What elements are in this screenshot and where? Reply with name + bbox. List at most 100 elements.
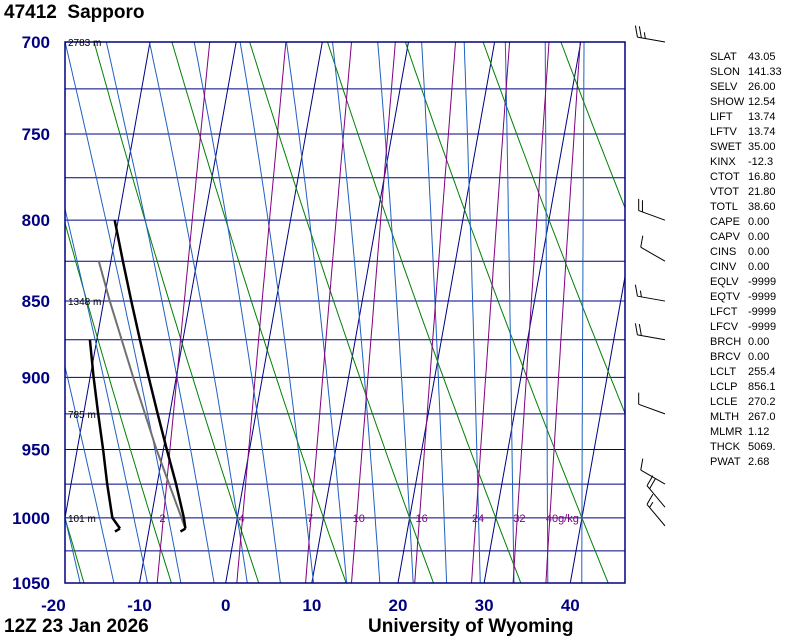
temperature-tick--10: -10 [127,596,152,615]
isotherm-30 [483,42,582,583]
index-row: LIFT 13.74 [710,110,782,125]
mixing-ratio-line-10 [351,42,396,583]
index-name: LFCV [710,321,739,333]
index-value: 16.80 [748,171,776,183]
moist-adiabat--16 [65,364,115,583]
moist-adiabat-12 [286,42,348,583]
wind-barb-flag [638,26,642,38]
mixing-ratio-label-10: 10 [353,513,365,525]
wind-barb-staff [638,210,666,221]
index-name: KINX [710,156,736,168]
temperature-tick-10: 10 [302,596,321,615]
dry-adiabat-40 [404,42,609,583]
index-value: 38.60 [748,201,776,213]
dry-adiabat-30 [327,42,522,583]
mixing-ratio-label-16: 16 [415,513,427,525]
pressure-tick-750: 750 [22,125,50,144]
index-value: -9999 [748,276,777,288]
index-row: THCK 5069. [710,440,782,455]
isotherm--20 [65,42,151,521]
index-name: SHOW [710,96,745,108]
index-name: MLMR [710,426,743,438]
wind-barb [634,25,666,43]
pressure-tick-800: 800 [22,211,50,230]
index-row: SWET 35.00 [710,140,782,155]
index-value: -12.3 [748,156,774,168]
moist-adiabat--4 [105,42,215,583]
index-row: MLMR 1.12 [710,425,782,440]
index-row: EQTV -9999 [710,290,782,305]
wind-barb-staff [646,504,666,527]
moist-adiabat-32 [504,42,515,583]
station-name: Sapporo [67,2,145,23]
index-value: 2.68 [748,456,770,468]
wind-barb [646,475,666,508]
index-name: CINS [710,246,737,258]
index-value: 0.00 [748,231,770,243]
index-value: 35.00 [748,141,776,153]
pressure-tick-900: 900 [22,368,50,387]
index-name: LFCT [710,306,738,318]
index-value: 270.2 [748,396,776,408]
mixing-ratio-label-40: 40g/kg [546,513,579,525]
mixing-ratio-label-24: 24 [472,513,484,525]
index-name: LCLP [710,381,738,393]
wind-barb [634,284,666,302]
wind-barb-flag [640,235,644,248]
height-labels: 2783 m 1348 m 785 m 101 m [68,38,101,525]
index-value: 856.1 [748,381,776,393]
index-name: TOTL [710,201,738,213]
temperature-surface-mark [179,527,187,533]
index-value: 0.00 [748,246,770,258]
temperature-tick-0: 0 [221,596,230,615]
moist-adiabat-4 [193,42,281,583]
wind-barb-staff [637,36,666,43]
wind-barb [634,323,666,341]
pressure-tick-700: 700 [22,33,50,52]
wind-barb [640,458,666,485]
temperature-tick--20: -20 [41,596,66,615]
index-row: SLON 141.33 [710,65,782,80]
wind-barb-half-flag [643,32,646,39]
isotherm-10 [311,42,409,583]
temperature-axis: -20 -10 0 10 20 30 40 [41,596,580,615]
index-row: CINS 0.00 [710,245,782,260]
mixing-ratio-label-32: 32 [513,513,525,525]
temperature-line [113,219,187,529]
index-value: 5069. [748,441,776,453]
index-value: -9999 [748,306,777,318]
index-name: LCLT [710,366,737,378]
index-value: 0.00 [748,261,770,273]
index-row: PWAT 2.68 [710,455,782,470]
wind-barb-half-flag [639,290,642,297]
wind-barb-staff [638,403,666,415]
mixing-ratio-labels: 2 4 7 10 16 24 32 40g/kg [159,513,578,525]
index-value: -9999 [748,321,777,333]
isotherm--30 [0,42,64,583]
index-name: CTOT [710,171,740,183]
temperature-tick-30: 30 [475,596,494,615]
dry-adiabat--10 [65,221,172,583]
temperature-tick-40: 40 [561,596,580,615]
wind-barb-flag [640,458,644,471]
height-label: 1348 m [68,297,101,308]
index-name: CAPE [710,216,740,228]
wind-barb [638,198,666,221]
index-row: SHOW 12.54 [710,95,782,110]
plot-frame [64,41,626,584]
index-name: BRCH [710,336,742,348]
dewpoint-surface-mark [114,527,121,533]
moist-adiabat-0 [148,42,248,583]
stability-indices: SLAT 43.05 SLON 141.33 SELV 26.00 SHOW 12.54 LIF… [710,50,782,470]
index-name: THCK [710,441,740,453]
wind-barb-staff [637,334,666,341]
index-name: SLAT [710,51,737,63]
wind-barb-flag [634,323,638,335]
mixing-ratio-label-2: 2 [159,513,165,525]
mixing-ratio-line-40 [545,42,581,583]
index-name: VTOT [710,186,740,198]
mixing-ratio-line-24 [471,42,511,583]
mixing-ratio-line-7 [305,42,352,583]
wind-barb-staff [646,485,666,508]
